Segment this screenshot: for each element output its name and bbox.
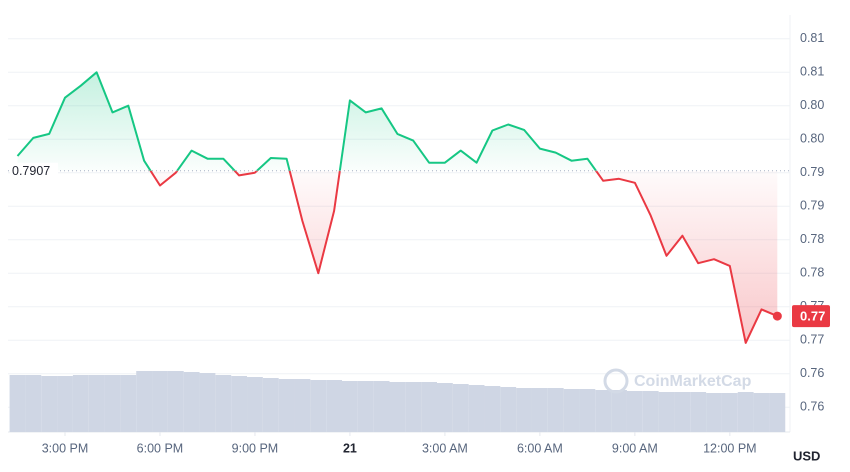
volume-bar <box>72 375 89 432</box>
volume-bar <box>183 372 200 432</box>
volume-bar <box>247 377 263 432</box>
volume-bar <box>626 391 643 432</box>
watermark: CoinMarketCap <box>603 368 752 394</box>
price-line-up <box>16 71 598 171</box>
volume-bar <box>706 393 722 432</box>
x-tick-label: 9:00 AM <box>612 441 658 455</box>
volume-bar <box>563 389 580 432</box>
baseline-label-bg <box>10 162 58 179</box>
volume-bar <box>674 392 691 432</box>
volume-bar <box>278 379 295 432</box>
volume-bar <box>753 393 770 432</box>
y-tick-label: 0.77 <box>800 333 824 347</box>
volume-bar <box>88 375 105 432</box>
volume-bar <box>357 381 374 432</box>
x-tick-label: 9:00 PM <box>232 441 279 455</box>
current-dot <box>772 311 782 321</box>
volume-bar <box>405 382 422 432</box>
x-tick-label: 21 <box>343 441 357 455</box>
unit-label: USD <box>793 448 820 463</box>
volume-bar <box>41 376 58 432</box>
volume-bar <box>294 379 311 432</box>
volume-bar <box>436 383 453 432</box>
volume-bar <box>25 375 42 432</box>
volume-bar <box>769 393 786 432</box>
volume-bar <box>152 371 168 432</box>
watermark-logo <box>603 368 629 394</box>
volume-bar <box>690 392 707 432</box>
y-tick-label: 0.80 <box>800 132 824 146</box>
volume-bar <box>579 389 596 432</box>
volume-bar <box>484 386 501 432</box>
volume-bar <box>547 388 564 432</box>
y-tick-label: 0.81 <box>800 31 824 45</box>
x-tick-label: 3:00 AM <box>422 441 468 455</box>
volume-bar <box>9 375 26 432</box>
volume-bar <box>516 388 532 432</box>
volume-bar <box>611 390 627 432</box>
area-up <box>17 72 597 171</box>
current-label: 0.77 <box>800 309 825 324</box>
x-tick-label: 6:00 PM <box>137 441 184 455</box>
x-tick-label: 3:00 PM <box>42 441 89 455</box>
volume-bar <box>500 387 517 432</box>
volume-bar <box>215 375 232 432</box>
volume-bar <box>721 393 738 432</box>
area-down <box>17 170 778 343</box>
volume-bar <box>389 382 406 432</box>
volume-bar <box>199 373 216 432</box>
volume-bar <box>326 380 343 432</box>
price-line-down <box>149 170 778 344</box>
volume-bar <box>120 375 137 432</box>
volume-bar <box>262 378 279 432</box>
volume-bar <box>452 384 469 432</box>
volume-bar <box>104 375 121 432</box>
watermark-text: CoinMarketCap <box>634 373 752 390</box>
volume-bar <box>737 392 754 432</box>
volume-bar <box>310 380 327 432</box>
y-tick-label: 0.76 <box>800 400 824 414</box>
volume-bar <box>57 376 73 432</box>
current-tag <box>792 305 830 328</box>
volume-bar <box>342 381 358 432</box>
volume-bar <box>658 392 675 432</box>
volume-bar <box>136 371 153 432</box>
volume-bar <box>373 381 390 432</box>
y-tick-label: 0.78 <box>800 232 824 246</box>
y-tick-label: 0.81 <box>800 65 824 79</box>
volume-bar <box>421 382 437 432</box>
y-tick-label: 0.79 <box>800 199 824 213</box>
baseline-label: 0.7907 <box>12 164 50 178</box>
volume-bar <box>468 385 485 432</box>
y-tick-label: 0.79 <box>800 165 824 179</box>
x-tick-label: 12:00 PM <box>703 441 757 455</box>
volume-bar <box>642 391 659 432</box>
volume-bar <box>595 390 612 432</box>
volume-bar <box>167 371 184 432</box>
volume-bar <box>531 388 548 432</box>
volume-bar <box>231 376 248 432</box>
y-tick-label: 0.80 <box>800 98 824 112</box>
y-tick-label: 0.76 <box>800 366 824 380</box>
y-tick-label: 0.78 <box>800 266 824 280</box>
x-tick-label: 6:00 AM <box>517 441 563 455</box>
